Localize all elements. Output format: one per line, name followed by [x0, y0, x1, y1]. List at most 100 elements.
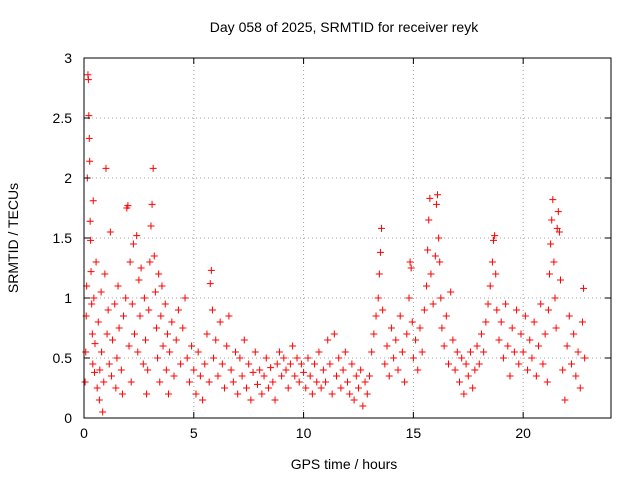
data-point	[162, 366, 170, 374]
data-point	[431, 252, 439, 260]
data-point	[223, 342, 231, 350]
x-tick-label: 0	[80, 425, 88, 441]
data-point	[445, 360, 453, 368]
data-point	[89, 197, 97, 205]
data-point	[183, 354, 191, 362]
data-point	[333, 372, 341, 380]
data-point	[451, 366, 459, 374]
y-tick-label: 3	[64, 50, 72, 66]
data-point	[96, 366, 104, 374]
data-point	[549, 196, 557, 204]
data-point	[423, 282, 431, 290]
data-point	[392, 336, 400, 344]
data-point	[408, 318, 416, 326]
data-point	[135, 276, 143, 284]
data-point	[442, 312, 450, 320]
data-point	[89, 360, 97, 368]
data-point	[302, 384, 310, 392]
data-point	[194, 348, 202, 356]
data-point	[214, 372, 222, 380]
data-point	[144, 366, 152, 374]
data-point	[161, 300, 169, 308]
data-point	[552, 324, 560, 332]
data-point	[554, 208, 562, 216]
data-point	[424, 246, 432, 254]
data-point	[405, 294, 413, 302]
data-point	[179, 324, 187, 332]
data-point	[280, 354, 288, 362]
data-point	[158, 282, 166, 290]
data-point	[370, 330, 378, 338]
x-axis-label: GPS time / hours	[291, 456, 398, 472]
data-point	[91, 340, 99, 348]
data-point	[111, 300, 119, 308]
data-point	[99, 408, 107, 416]
data-point	[460, 390, 468, 398]
data-point	[140, 294, 148, 302]
data-point	[147, 222, 155, 230]
data-point	[548, 216, 556, 224]
data-point	[337, 384, 345, 392]
data-point	[563, 342, 571, 350]
data-point	[499, 354, 507, 362]
data-point	[565, 312, 573, 320]
data-point	[218, 360, 226, 368]
data-point	[190, 366, 198, 374]
data-point	[580, 284, 588, 292]
data-point	[234, 390, 242, 398]
data-point	[306, 372, 314, 380]
y-tick-labels: 0 0.5 1 1.5 2 2.5 3	[53, 50, 73, 426]
data-point	[341, 348, 349, 356]
data-point	[125, 342, 133, 350]
data-point	[107, 372, 115, 380]
data-point	[530, 318, 538, 326]
data-point	[105, 360, 113, 368]
data-point	[242, 384, 250, 392]
data-point	[81, 378, 89, 386]
data-point	[484, 300, 492, 308]
data-point	[129, 240, 137, 248]
data-point	[532, 372, 540, 380]
data-point	[381, 360, 389, 368]
y-tick-label: 1	[64, 290, 72, 306]
data-point	[275, 348, 283, 356]
data-point	[378, 224, 386, 232]
data-point	[273, 360, 281, 368]
data-point	[352, 372, 360, 380]
data-point	[199, 396, 207, 404]
data-point	[172, 336, 180, 344]
data-point	[495, 336, 503, 344]
x-tick-labels: 0 5 10 15 20	[80, 425, 531, 441]
data-point	[145, 306, 153, 314]
data-point	[396, 312, 404, 320]
data-point	[282, 366, 290, 374]
data-point	[256, 366, 264, 374]
data-point	[260, 372, 268, 380]
data-point	[113, 354, 121, 362]
data-point	[267, 364, 275, 372]
data-point	[247, 396, 255, 404]
data-point	[407, 264, 415, 272]
data-point	[570, 330, 578, 338]
data-point	[398, 348, 406, 356]
data-point	[466, 348, 474, 356]
data-point	[262, 354, 270, 362]
data-point	[328, 390, 336, 398]
data-point	[166, 348, 174, 356]
data-point	[348, 360, 356, 368]
data-point	[359, 402, 367, 410]
data-point	[416, 324, 424, 332]
data-point	[547, 240, 555, 248]
data-point	[504, 342, 512, 350]
data-point	[227, 366, 235, 374]
data-point	[188, 342, 196, 350]
data-point	[181, 294, 189, 302]
data-point	[152, 324, 160, 332]
data-point	[271, 396, 279, 404]
data-point	[278, 372, 286, 380]
data-point	[87, 268, 95, 276]
data-point	[192, 390, 200, 398]
data-point	[581, 354, 589, 362]
axis-ticks	[83, 57, 611, 419]
